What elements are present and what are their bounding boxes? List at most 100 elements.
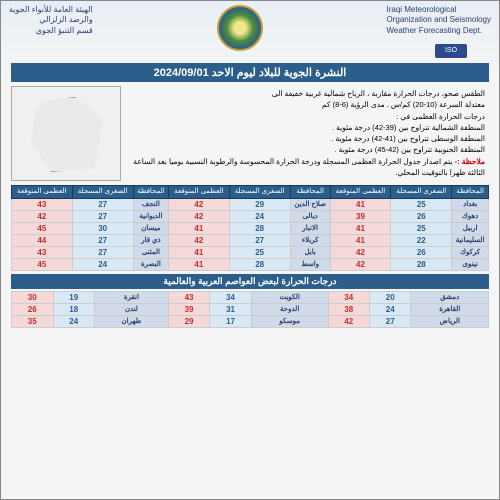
max-temp-cell: 45 (12, 222, 73, 234)
min-temp-cell: 29 (229, 198, 290, 210)
min-temp-cell: 27 (72, 246, 133, 258)
col-max: العظمى المتوقعة (12, 186, 73, 199)
city-cell: الدوحة (251, 303, 328, 315)
f-l2: معتدلة السرعة (10-20) كم/س . مدى الرؤية … (131, 99, 485, 110)
max-temp-cell: 42 (12, 210, 73, 222)
province-cell: الانبار (290, 222, 330, 234)
province-cell: اربيل (452, 222, 489, 234)
org-name-ar: الهيئة العامة للأنواء الجوية والرصد الزل… (9, 5, 93, 36)
table-row: الرياض2742موسكو1729طهران2435 (12, 315, 489, 327)
city-cell: الرياض (411, 315, 489, 327)
min-temp-cell: 20 (370, 291, 411, 303)
min-temp-cell: 26 (391, 246, 452, 258)
f-l1: الطقس صحو، درجات الحرارة مقاربة ، الرياح… (131, 88, 485, 99)
forecast-note: ملاحظة :- يتم اصدار جدول الحرارة العظمى … (131, 156, 485, 179)
iso-badge: ISO (435, 44, 467, 58)
max-temp-cell: 42 (169, 198, 230, 210)
min-temp-cell: 27 (370, 315, 411, 327)
table-row: دهوك2639ديالى2442الديوانية2742 (12, 210, 489, 222)
en-line2: Organization and Seismology (386, 15, 491, 25)
province-cell: صلاح الدين (290, 198, 330, 210)
max-temp-cell: 43 (168, 291, 209, 303)
col-min: الصغرى المسجلة (229, 186, 290, 199)
min-temp-cell: 27 (72, 198, 133, 210)
city-cell: لندن (95, 303, 169, 315)
org-name-en: Iraqi Meteorological Organization and Se… (386, 5, 491, 36)
max-temp-cell: 42 (169, 234, 230, 246)
table-row: نينوى2842واسط2841البصرة2445 (12, 258, 489, 270)
city-cell: موسكو (251, 315, 328, 327)
iraq-map (11, 86, 121, 181)
max-temp-cell: 43 (12, 198, 73, 210)
forecast-text: الطقس صحو، درجات الحرارة مقاربة ، الرياح… (127, 86, 489, 181)
max-temp-cell: 44 (12, 234, 73, 246)
min-temp-cell: 27 (72, 234, 133, 246)
header: Iraqi Meteorological Organization and Se… (1, 1, 499, 63)
min-temp-cell: 17 (210, 315, 251, 327)
col-max: العظمى المتوقعة (330, 186, 391, 199)
min-temp-cell: 24 (72, 258, 133, 270)
province-cell: السليمانية (452, 234, 489, 246)
max-temp-cell: 45 (12, 258, 73, 270)
min-temp-cell: 25 (391, 198, 452, 210)
city-cell: القاهرة (411, 303, 489, 315)
province-cell: البصرة (133, 258, 168, 270)
min-temp-cell: 31 (210, 303, 251, 315)
iraq-temps-table: المحافظةالصغرى المسجلةالعظمى المتوقعةالم… (11, 185, 489, 271)
bulletin-title: النشرة الجوية للبلاد ليوم الاحد 2024/09/… (11, 63, 489, 82)
max-temp-cell: 39 (168, 303, 209, 315)
ar-line2: والرصد الزلزالي (9, 15, 93, 25)
max-temp-cell: 35 (12, 315, 54, 327)
max-temp-cell: 42 (169, 210, 230, 222)
note-label: ملاحظة :- (455, 157, 485, 166)
city-cell: انقرة (95, 291, 169, 303)
max-temp-cell: 42 (330, 258, 391, 270)
max-temp-cell: 41 (169, 222, 230, 234)
table-row: القاهرة2438الدوحة3139لندن1826 (12, 303, 489, 315)
min-temp-cell: 24 (229, 210, 290, 222)
max-temp-cell: 26 (12, 303, 54, 315)
min-temp-cell: 18 (53, 303, 94, 315)
min-temp-cell: 24 (53, 315, 94, 327)
province-cell: ديالى (290, 210, 330, 222)
max-temp-cell: 41 (330, 234, 391, 246)
city-cell: طهران (95, 315, 169, 327)
ar-line3: قسم التنبؤ الجوي (9, 26, 93, 36)
province-cell: دهوك (452, 210, 489, 222)
max-temp-cell: 41 (169, 258, 230, 270)
max-temp-cell: 42 (328, 315, 369, 327)
min-temp-cell: 34 (210, 291, 251, 303)
table-row: اربيل2541الانبار2841ميسان3045 (12, 222, 489, 234)
city-cell: دمشق (411, 291, 489, 303)
max-temp-cell: 43 (12, 246, 73, 258)
f-l3: درجات الحرارة العظمى في : (131, 111, 485, 122)
logo-icon (217, 5, 263, 51)
max-temp-cell: 41 (169, 246, 230, 258)
max-temp-cell: 30 (12, 291, 54, 303)
f-l6: المنطقة الجنوبية تتراوح بين (42-45) درجة… (131, 144, 485, 155)
max-temp-cell: 41 (330, 198, 391, 210)
iraq-temps-table-wrap: المحافظةالصغرى المسجلةالعظمى المتوقعةالم… (11, 185, 489, 271)
min-temp-cell: 27 (229, 234, 290, 246)
max-temp-cell: 34 (328, 291, 369, 303)
en-line1: Iraqi Meteorological (386, 5, 491, 15)
max-temp-cell: 29 (168, 315, 209, 327)
world-temps-table: دمشق2034الكويت3443انقرة1930القاهرة2438ال… (11, 291, 489, 328)
min-temp-cell: 27 (72, 210, 133, 222)
table-row: بغداد2541صلاح الدين2942النجف2743 (12, 198, 489, 210)
city-cell: الكويت (251, 291, 328, 303)
min-temp-cell: 25 (391, 222, 452, 234)
province-cell: كربلاء (290, 234, 330, 246)
min-temp-cell: 28 (229, 258, 290, 270)
min-temp-cell: 22 (391, 234, 452, 246)
min-temp-cell: 26 (391, 210, 452, 222)
col-prov: المحافظة (290, 186, 330, 199)
forecast-section: الطقس صحو، درجات الحرارة مقاربة ، الرياح… (11, 86, 489, 181)
table-row: كركوك2642بابل2541المثنى2743 (12, 246, 489, 258)
col-min: الصغرى المسجلة (72, 186, 133, 199)
table-row: دمشق2034الكويت3443انقرة1930 (12, 291, 489, 303)
world-section-title: درجات الحرارة لبعض العواصم العربية والعا… (11, 274, 489, 289)
province-cell: واسط (290, 258, 330, 270)
province-cell: الديوانية (133, 210, 168, 222)
ar-line1: الهيئة العامة للأنواء الجوية (9, 5, 93, 15)
